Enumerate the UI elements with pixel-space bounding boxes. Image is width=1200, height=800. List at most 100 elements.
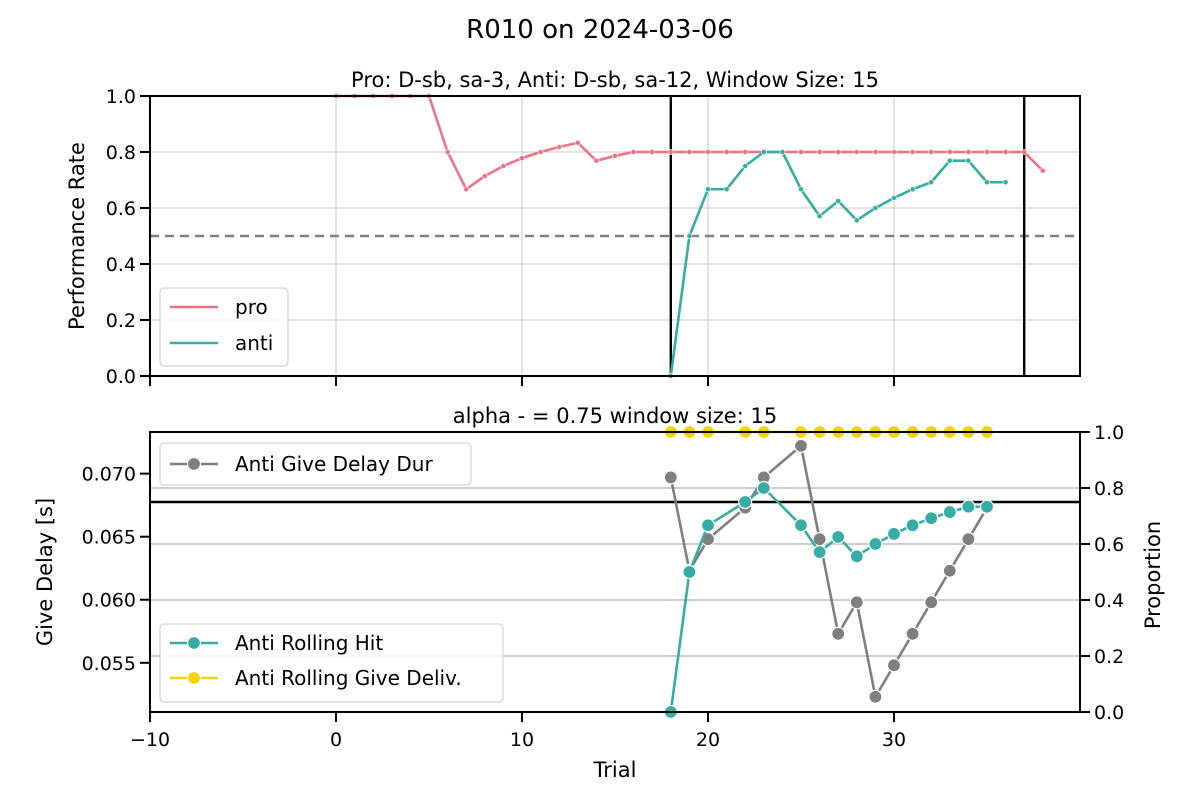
- series-point-anti-rolling-hit: [886, 526, 902, 542]
- series-point-pro: [928, 149, 935, 155]
- bottom-right-y-tick-label: 0.4: [1094, 590, 1124, 612]
- bottom-right-y-tick-label: 0.6: [1094, 534, 1124, 556]
- series-point-anti: [779, 149, 786, 155]
- series-point-pro: [612, 153, 618, 159]
- series-point-pro: [891, 149, 897, 155]
- bottom-x-axis-label: Trial: [593, 758, 637, 782]
- series-point-pro: [1002, 149, 1009, 155]
- top-chart-title: Pro: D-sb, sa-3, Anti: D-sb, sa-12, Wind…: [351, 68, 879, 92]
- top-axes-frame: [149, 95, 1081, 377]
- series-point-anti: [723, 186, 730, 193]
- series-point-pro: [1021, 149, 1028, 155]
- bottom-x-ticks: −10 0 10 20 30: [130, 712, 906, 751]
- bottom-left-y-tick-label: 0.065: [82, 527, 136, 549]
- bottom-x-tick-label: −10: [130, 729, 170, 751]
- series-point-anti-rolling-hit: [849, 549, 864, 564]
- bottom-left-y-tick-label: 0.060: [82, 590, 136, 612]
- bottom-left-y-ticks: 0.055 0.060 0.065 0.070: [82, 464, 150, 675]
- series-point-pro: [500, 163, 507, 169]
- series-point-pro: [1039, 167, 1046, 174]
- top-y-ticks: 0.0 0.2 0.4 0.6 0.8 1.0: [106, 86, 150, 388]
- legend-marker-rolling-hit: [186, 635, 202, 651]
- series-line-anti-give-delay-dur: [669, 444, 989, 699]
- top-y-tick-label: 0.0: [106, 366, 136, 388]
- series-point-anti-give-delay-dur: [849, 595, 864, 610]
- bottom-right-y-tick-label: 1.0: [1094, 422, 1124, 444]
- legend-label-rolling-hit: Anti Rolling Hit: [235, 631, 383, 655]
- series-point-pro: [853, 149, 860, 155]
- bottom-legend-lower: Anti Rolling Hit Anti Rolling Give Deliv…: [159, 623, 504, 703]
- series-point-anti-rolling-hit: [979, 499, 995, 514]
- series-point-anti: [946, 157, 953, 164]
- series-point-anti-rolling-hit: [682, 564, 697, 580]
- series-point-pro: [798, 149, 804, 155]
- series-point-anti-rolling-hit: [738, 494, 753, 510]
- top-y-tick-label: 0.2: [106, 310, 136, 332]
- series-point-pro: [946, 149, 953, 155]
- series-point-anti-rolling-hit: [756, 480, 771, 496]
- figure-suptitle: R010 on 2024-03-06: [466, 15, 734, 45]
- series-point-anti: [705, 186, 711, 193]
- series-point-pro: [593, 157, 600, 164]
- series-point-anti: [1002, 179, 1009, 186]
- series-point-pro: [984, 149, 990, 155]
- series-point-pro: [965, 149, 972, 155]
- bottom-legend-lower-box: [159, 623, 504, 703]
- series-point-anti-rolling-hit: [905, 518, 920, 533]
- series-point-anti-give-delay-dur: [924, 595, 939, 610]
- series-point-anti-give-delay-dur: [942, 563, 957, 578]
- series-point-pro: [742, 149, 749, 155]
- series-point-anti: [686, 233, 693, 239]
- bottom-right-y-tick-label: 0.0: [1094, 702, 1124, 724]
- series-point-anti: [816, 213, 823, 220]
- top-reference-lines: [150, 96, 1080, 376]
- bottom-legend-upper: Anti Give Delay Dur: [159, 442, 472, 486]
- bottom-legend-upper-box: [159, 442, 472, 486]
- series-point-anti-rolling-hit: [700, 518, 716, 533]
- legend-marker-rolling-give-deliv: [186, 670, 202, 686]
- top-y-tick-label: 0.6: [106, 198, 136, 220]
- series-point-anti-rolling-hit: [924, 511, 939, 526]
- bottom-axes-frame: [149, 431, 1081, 713]
- series-point-pro: [872, 149, 879, 155]
- bottom-y-axis-label: Give Delay [s]: [33, 498, 57, 646]
- top-y-tick-label: 0.4: [106, 254, 136, 276]
- top-y-tick-label: 1.0: [106, 86, 136, 108]
- series-point-anti-give-delay-dur: [793, 438, 809, 453]
- bottom-x-tick-label: 30: [882, 729, 906, 751]
- series-point-anti: [909, 186, 916, 193]
- legend-label-pro: pro: [235, 295, 268, 319]
- series-point-anti: [984, 179, 990, 186]
- series-point-anti: [835, 198, 842, 204]
- series-point-anti-rolling-hit: [831, 529, 846, 545]
- bottom-chart-title: alpha - = 0.75 window size: 15: [453, 404, 777, 428]
- legend-marker-give-delay: [186, 456, 202, 472]
- top-legend: pro anti: [159, 287, 289, 367]
- series-point-anti-rolling-hit: [961, 499, 976, 514]
- bottom-x-tick-label: 10: [510, 729, 534, 751]
- series-point-anti: [965, 157, 972, 164]
- series-point-pro: [481, 173, 488, 179]
- series-point-pro: [667, 149, 674, 155]
- series-point-pro: [649, 149, 656, 155]
- bottom-right-y-tick-label: 0.2: [1094, 646, 1124, 668]
- series-point-anti: [760, 149, 767, 155]
- bottom-x-tick-label: 20: [696, 729, 720, 751]
- series-point-pro: [909, 149, 916, 155]
- series-point-anti-give-delay-dur: [961, 532, 976, 547]
- series-point-anti-give-delay-dur: [905, 626, 920, 641]
- series-point-pro: [519, 155, 525, 162]
- legend-label-anti: anti: [235, 331, 273, 355]
- series-point-anti-rolling-hit: [793, 518, 809, 533]
- bottom-right-y-ticks: 0.0 0.2 0.4 0.6 0.8 1.0: [1080, 422, 1124, 724]
- series-point-pro: [705, 149, 711, 155]
- series-point-pro: [630, 149, 637, 155]
- series-point-anti-give-delay-dur: [868, 689, 883, 704]
- bottom-x-tick-label: 0: [330, 729, 342, 751]
- series-point-anti: [872, 205, 879, 211]
- series-point-pro: [816, 149, 823, 155]
- series-point-anti-rolling-hit: [812, 545, 827, 560]
- series-point-pro: [574, 139, 581, 146]
